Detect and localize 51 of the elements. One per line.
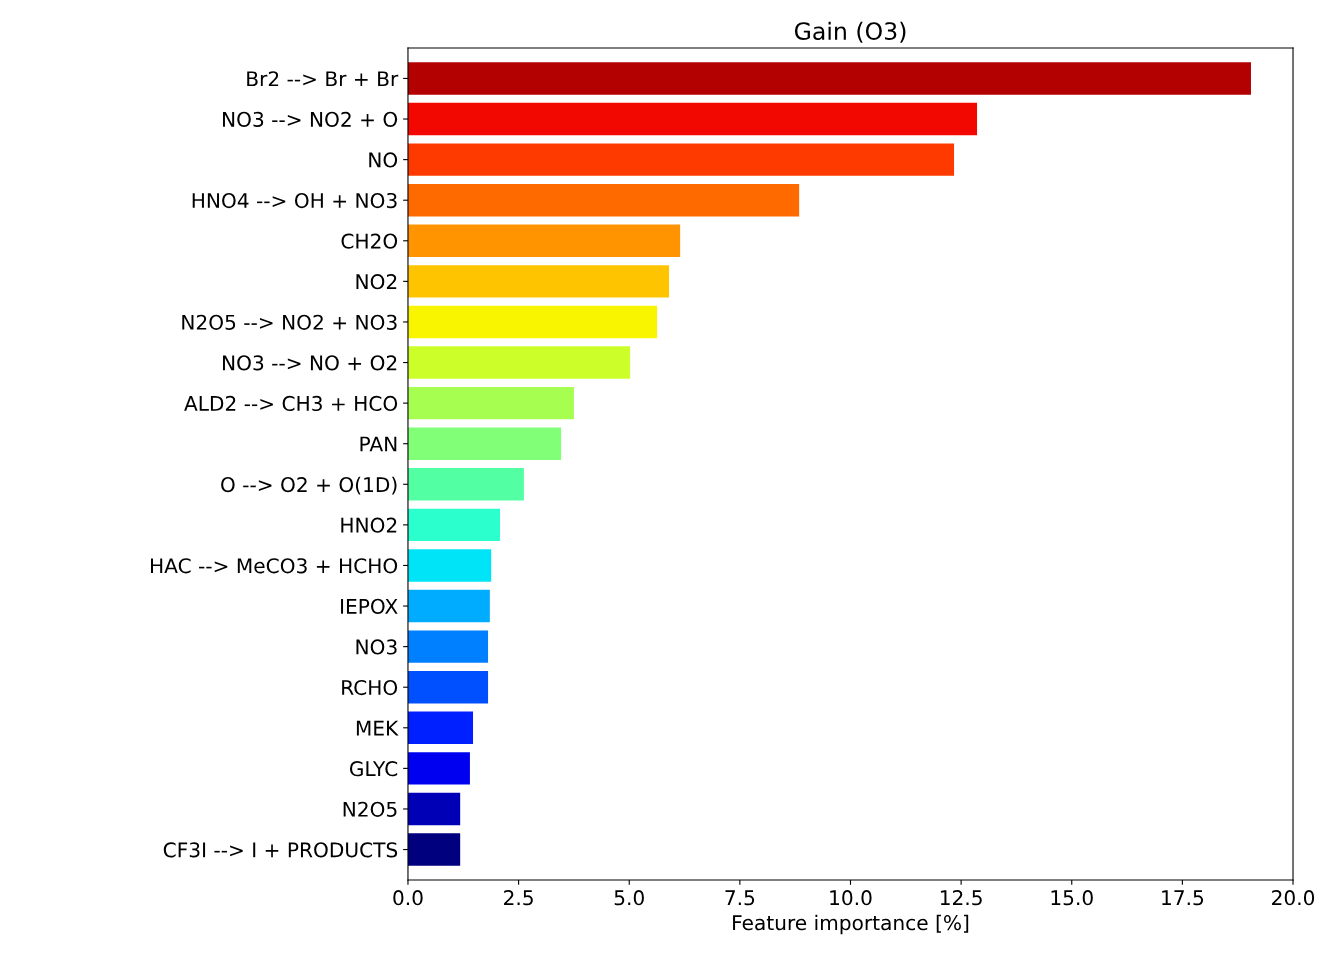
x-tick-label: 5.0: [614, 890, 644, 906]
x-tick-label: 2.5: [504, 890, 533, 906]
x-tick-label: 15.0: [1051, 890, 1093, 906]
x-axis-title: Feature importance [%]: [733, 914, 969, 935]
y-tick-label: N2O5 --> NO2 + NO3: [182, 314, 397, 330]
bar: [407, 305, 658, 339]
bar: [407, 833, 461, 866]
bar: [407, 265, 670, 298]
x-tick-label: 17.5: [1162, 890, 1204, 906]
bar: [407, 792, 461, 826]
y-tick-label: CF3I --> I + PRODUCTS: [163, 842, 398, 858]
x-tick-label: 0.0: [393, 890, 423, 906]
y-tick-label: NO: [369, 152, 398, 168]
y-tick-label: HNO2: [341, 517, 397, 533]
bar: [407, 468, 524, 501]
y-tick-label: GLYC: [349, 761, 398, 777]
y-tick-label: O --> O2 + O(1D): [221, 476, 397, 495]
y-tick-label: RCHO: [342, 679, 398, 696]
bar: [407, 508, 501, 542]
bar: [407, 589, 490, 623]
bar: [407, 386, 574, 420]
x-tick-label: 10.0: [830, 890, 872, 906]
bar: [407, 711, 474, 745]
bar: [407, 427, 562, 460]
x-tick-label: 20.0: [1272, 890, 1315, 906]
y-tick-label: NO2: [356, 274, 397, 290]
bar: [407, 102, 978, 136]
y-tick-label: CH2O: [341, 233, 398, 249]
bar: [407, 670, 489, 704]
bar: [407, 549, 492, 582]
y-tick-label: NO3: [356, 639, 397, 655]
y-tick-label: PAN: [360, 436, 397, 452]
y-tick-label: HNO4 --> OH + NO3: [192, 192, 397, 209]
bar: [407, 143, 955, 176]
bar: [407, 630, 489, 663]
chart-title: Gain (O3): [794, 21, 906, 43]
y-tick-label: NO3 --> NO2 + O: [223, 111, 398, 127]
y-tick-label: ALD2 --> CH3 + HCO: [184, 395, 398, 412]
y-tick-label: HAC --> MeCO3 + HCHO: [151, 558, 398, 574]
y-tick-label: MEK: [356, 720, 399, 736]
bar: [407, 62, 1251, 95]
bar: [407, 752, 470, 785]
bar: [407, 183, 800, 217]
y-tick-label: Br2 --> Br + Br: [247, 71, 399, 87]
x-tick-label: 12.5: [940, 890, 982, 906]
bar: [407, 224, 681, 258]
y-tick-label: N2O5: [343, 801, 397, 817]
y-tick-label: NO3 --> NO + O2: [223, 355, 397, 371]
y-tick-label: IEPOX: [341, 598, 398, 614]
bar: [407, 346, 631, 379]
x-tick-label: 7.5: [725, 890, 755, 906]
